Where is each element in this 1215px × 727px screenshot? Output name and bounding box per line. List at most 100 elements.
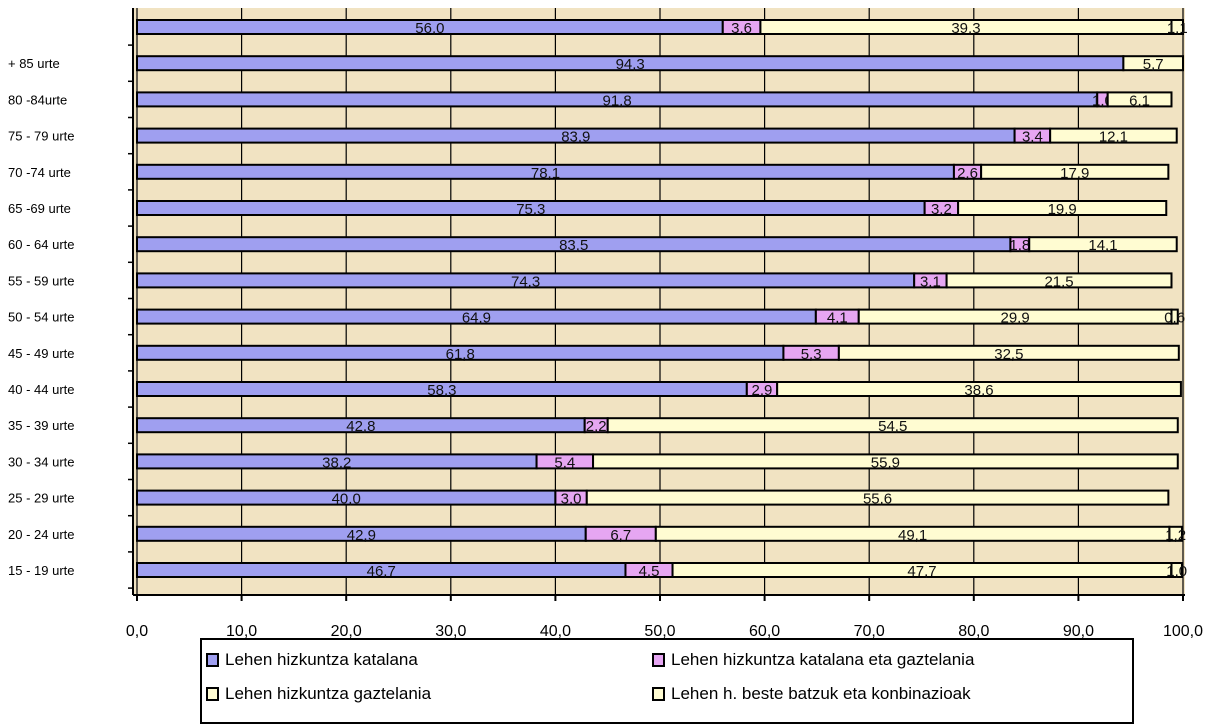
category-label: 70 -74 urte <box>8 165 71 180</box>
data-label: 83,9 <box>561 129 590 146</box>
bar-segment <box>606 417 1179 434</box>
data-label: 46,7 <box>367 563 396 580</box>
data-label: 49,1 <box>898 527 927 544</box>
category-label: 50 - 54 urte <box>8 310 75 325</box>
data-label: 6,7 <box>610 527 631 544</box>
legend-swatch <box>652 653 665 667</box>
category-label: 40 - 44 urte <box>8 382 75 397</box>
x-tick-label: 40,0 <box>540 623 571 640</box>
data-label: 61,8 <box>446 346 475 363</box>
data-label: 4,1 <box>827 310 848 327</box>
data-label: 6,1 <box>1129 92 1150 109</box>
legend-item: Lehen hizkuntza gaztelania <box>206 684 431 704</box>
x-tick-label: 20,0 <box>331 623 362 640</box>
category-label: 15 - 19 urte <box>8 563 75 578</box>
legend-swatch <box>206 653 219 667</box>
x-tick-label: 60,0 <box>749 623 780 640</box>
category-label: 35 - 39 urte <box>8 418 75 433</box>
data-label: 55,9 <box>871 454 900 471</box>
x-tick-label: 100,0 <box>1163 623 1203 640</box>
data-label: 39,3 <box>951 20 980 37</box>
data-label: 2,9 <box>752 382 773 399</box>
data-label: 56,0 <box>415 20 444 37</box>
bar-segment <box>1170 19 1185 35</box>
legend: Lehen hizkuntza katalana Lehen hizkuntza… <box>200 638 1134 724</box>
bar-segment <box>776 381 1182 397</box>
category-labels: + 85 urte 80 -84urte 75 - 79 urte 70 -74 ur… <box>8 56 75 578</box>
bar-segment <box>1049 127 1178 144</box>
bar-segment <box>1168 525 1183 542</box>
x-tick-label: 50,0 <box>644 623 675 640</box>
legend-label: Lehen h. beste batzuk eta konbinazioak <box>671 684 971 703</box>
data-label: 64,9 <box>462 310 491 327</box>
data-label: 21,5 <box>1044 273 1073 290</box>
data-label: 2,6 <box>957 165 978 182</box>
data-label: 38,6 <box>964 382 993 399</box>
x-tick-label: 30,0 <box>435 623 466 640</box>
bar-segment <box>1028 236 1178 253</box>
x-tick-label: 10,0 <box>226 623 257 640</box>
bar-segment <box>980 163 1170 180</box>
data-label: 91,8 <box>603 92 632 109</box>
data-label: 94,3 <box>616 56 645 73</box>
category-label: 75 - 79 urte <box>8 129 75 144</box>
legend-label: Lehen hizkuntza katalana <box>225 650 418 669</box>
data-label: 3,6 <box>731 20 752 37</box>
bars: 56,0 3,6 39,3 1,1 94,3 5,7 91,8 1,0 6,1 83,9 3,4 12… <box>136 19 1188 580</box>
category-label: 55 - 59 urte <box>8 273 75 288</box>
data-label: 74,3 <box>511 273 540 290</box>
bar-segment <box>945 272 1173 289</box>
legend-label: Lehen hizkuntza katalana eta gaztelania <box>671 650 975 669</box>
category-label: 60 - 64 urte <box>8 237 75 252</box>
data-label: 32,5 <box>994 346 1023 363</box>
data-label: 1,2 <box>1165 527 1186 544</box>
legend-label: Lehen hizkuntza gaztelania <box>225 684 432 703</box>
data-label: 1,0 <box>1166 563 1187 580</box>
category-label: 65 -69 urte <box>8 201 71 216</box>
category-label: 25 - 29 urte <box>8 491 75 506</box>
category-label: 80 -84urte <box>8 92 67 107</box>
data-label: 58,3 <box>427 382 456 399</box>
data-label: 14,1 <box>1088 237 1117 254</box>
data-label: 3,4 <box>1022 129 1043 146</box>
data-label: 5,7 <box>1143 56 1164 73</box>
legend-item: Lehen hizkuntza katalana eta gaztelania <box>652 650 974 670</box>
legend-swatch <box>206 687 219 701</box>
bar-segment <box>1122 55 1185 72</box>
bar-segment <box>1106 91 1173 108</box>
bar-segment <box>585 489 1170 506</box>
data-label: 47,7 <box>907 563 936 580</box>
data-label: 3,1 <box>920 273 941 290</box>
data-label: 12,1 <box>1099 129 1128 146</box>
x-tick-label: 70,0 <box>854 623 885 640</box>
category-label: + 85 urte <box>8 56 60 71</box>
data-label: 38,2 <box>322 454 351 471</box>
bar-segment <box>957 200 1168 216</box>
bar-segment <box>837 344 1180 361</box>
data-label: 3,0 <box>561 491 582 508</box>
axes <box>128 8 1185 601</box>
legend-item: Lehen hizkuntza katalana <box>206 650 418 670</box>
data-label: 42,9 <box>347 527 376 544</box>
data-label: 5,4 <box>554 454 575 471</box>
data-label: 75,3 <box>516 201 545 218</box>
category-label: 30 - 34 urte <box>8 454 75 469</box>
bar-segment <box>1170 308 1179 325</box>
data-label: 17,9 <box>1060 165 1089 182</box>
data-label: 40,0 <box>332 491 361 508</box>
x-tick-label: 0,0 <box>126 623 148 640</box>
data-label: 5,3 <box>801 346 822 363</box>
x-tick-labels: 0,0 10,0 20,0 30,0 40,0 50,0 60,0 70,0 80,0 90,0 1… <box>126 623 1203 640</box>
x-tick-label: 80,0 <box>958 623 989 640</box>
category-label: 45 - 49 urte <box>8 346 75 361</box>
category-label: 20 - 24 urte <box>8 527 75 542</box>
x-tick-label: 90,0 <box>1063 623 1094 640</box>
data-label: 3,2 <box>931 201 952 218</box>
data-label: 55,6 <box>863 491 892 508</box>
data-label: 83,5 <box>559 237 588 254</box>
data-label: 1,8 <box>1009 237 1030 254</box>
data-label: 2,2 <box>586 418 607 435</box>
legend-swatch <box>652 687 665 701</box>
data-label: 29,9 <box>1001 310 1030 327</box>
